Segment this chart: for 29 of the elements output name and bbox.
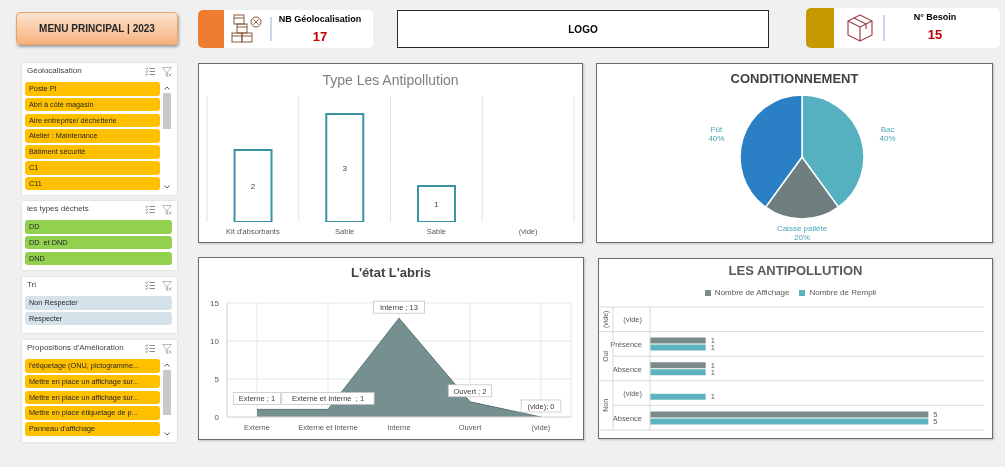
y-tick-label: 0: [214, 412, 220, 422]
text: Tri: [27, 280, 37, 289]
data-label: 1: [434, 199, 440, 209]
y-tick-label: 10: [210, 336, 220, 346]
data-label: 3: [342, 163, 348, 173]
legend-label: Nombre de Affichage: [714, 288, 790, 297]
text: Propositions d'Amélioration: [27, 343, 124, 352]
text: MENU PRINCIPAL | 2023: [39, 23, 155, 34]
slice-label: Fût: [710, 124, 723, 134]
chart-title: CONDITIONNEMENT: [730, 71, 859, 86]
slice-label: Caisse palléte: [776, 224, 828, 233]
chart-title: L'état L'abris: [351, 265, 431, 280]
data-label: 40%: [879, 133, 896, 143]
y-tick-label: 5: [214, 374, 220, 384]
data-label: 40%: [708, 133, 725, 143]
chart-title: LES ANTIPOLLUTION: [728, 263, 863, 278]
slice-label: Bac: [880, 124, 895, 134]
data-label: 17: [312, 29, 328, 44]
text: N° Besoin: [913, 12, 957, 22]
data-label: 15: [927, 27, 943, 42]
legend-label: Nombre de Rempli: [809, 288, 877, 297]
y-tick-label: 15: [210, 298, 220, 308]
data-label: 20%: [793, 233, 811, 242]
text: LOGO: [568, 23, 598, 35]
chart-title: Type Les Antipollution: [322, 72, 459, 88]
text: les types déchets: [27, 204, 89, 213]
text: Géolocalisation: [27, 66, 82, 75]
data-label: 2: [250, 181, 256, 191]
text: NB Géolocalisation: [278, 14, 362, 24]
